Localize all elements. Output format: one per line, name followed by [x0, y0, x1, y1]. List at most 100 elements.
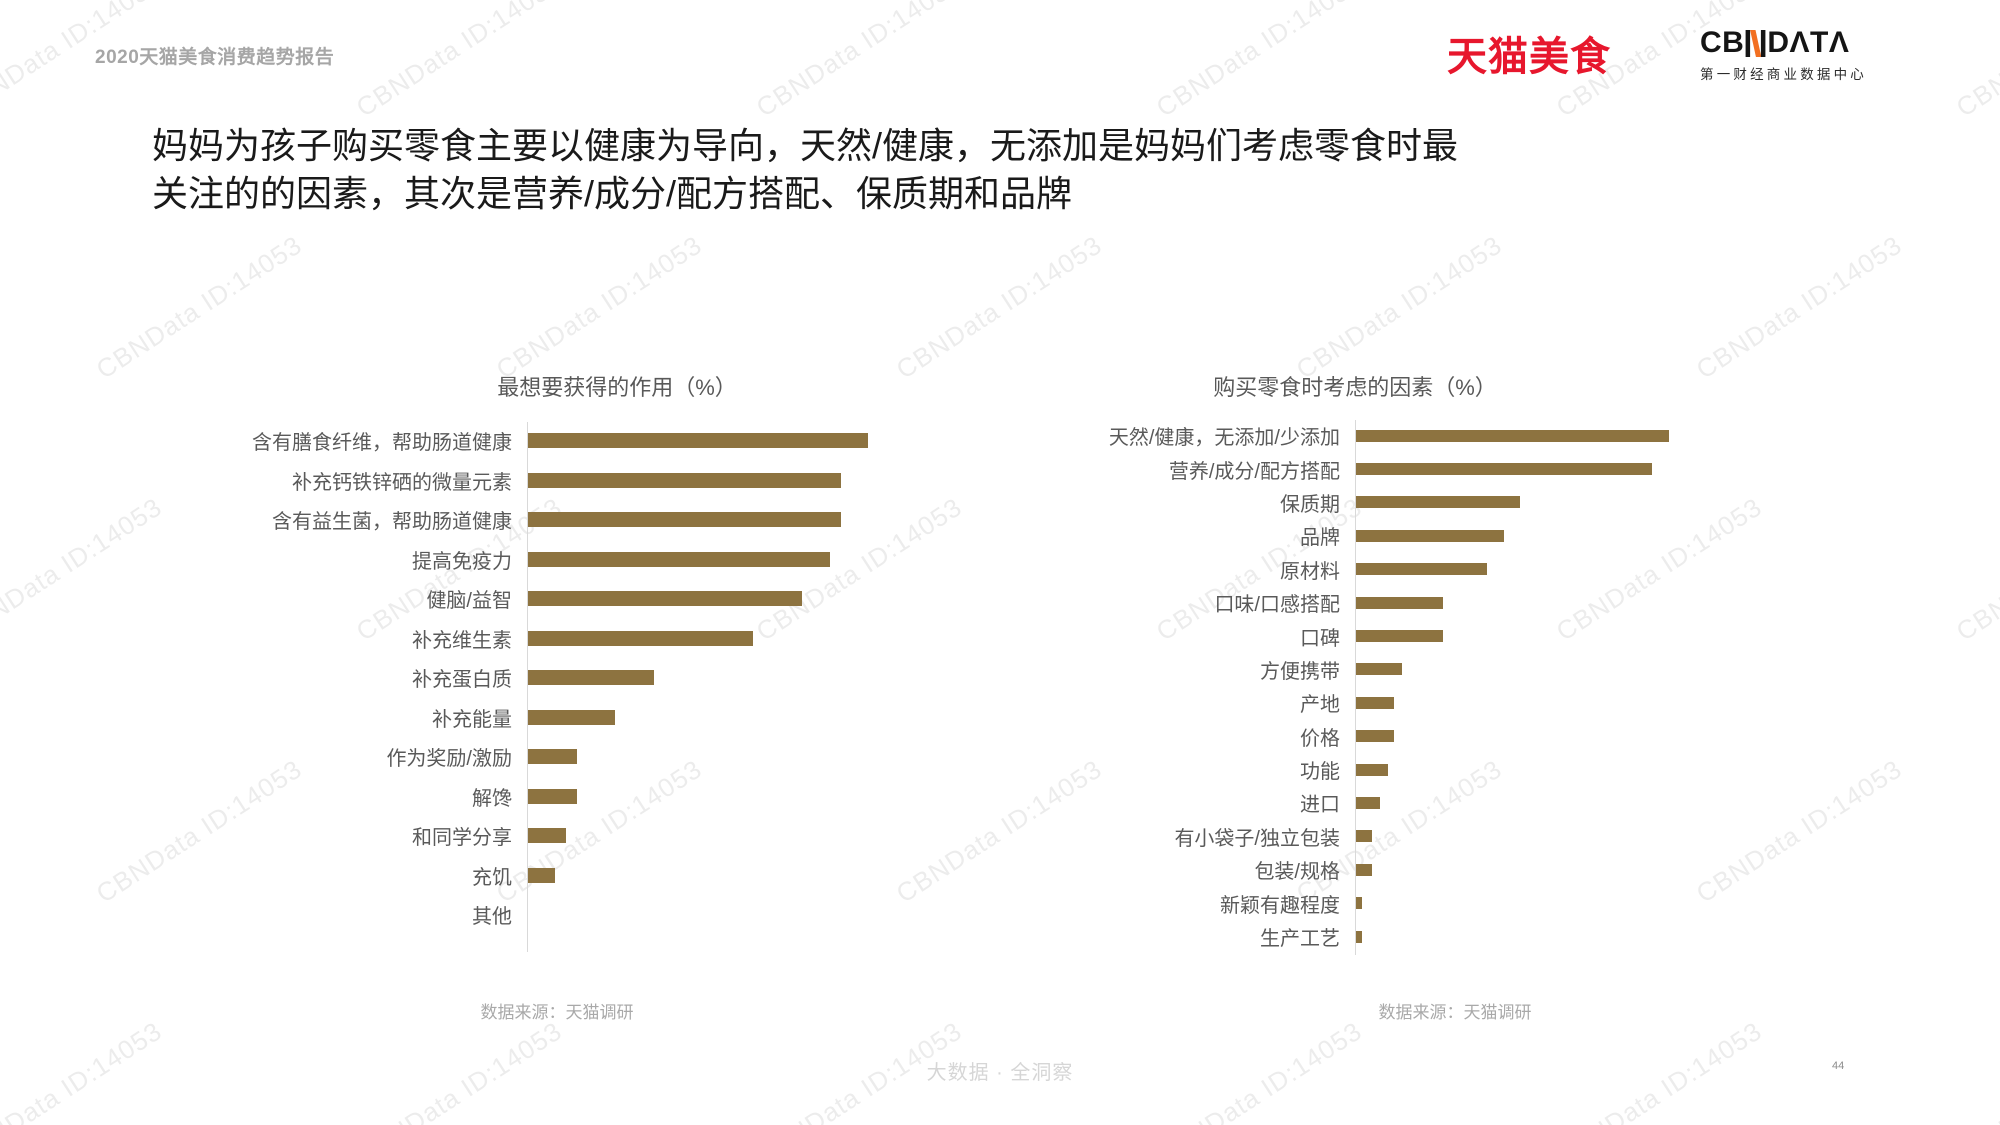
chart-row: 口味/口感搭配 — [1000, 586, 1690, 619]
bar — [1355, 663, 1402, 676]
bar — [527, 512, 841, 528]
bar — [527, 551, 830, 567]
category-label: 天然/健康，无添加/少添加 — [1108, 427, 1340, 450]
bar-cell — [1355, 763, 1690, 776]
chart-row: 有小袋子/独立包装 — [1000, 820, 1690, 853]
cbn-prefix: CB — [1700, 26, 1745, 59]
category-label: 产地 — [1300, 694, 1340, 717]
chart-row: 作为奖励/激励 — [155, 737, 985, 777]
bar-cell — [527, 749, 985, 765]
bar-cell — [527, 670, 985, 686]
category-label: 补充维生素 — [412, 629, 512, 652]
bar-cell — [1355, 696, 1690, 709]
bar-cell — [1355, 563, 1690, 576]
chart-row: 解馋 — [155, 777, 985, 817]
bar-cell — [1355, 596, 1690, 609]
slide-title-line1: 妈妈为孩子购买零食主要以健康为导向，天然/健康，无添加是妈妈们考虑零食时最 — [152, 125, 1459, 166]
bar — [1355, 730, 1394, 743]
page-number: 44 — [1832, 1060, 1845, 1072]
chart-row: 提高免疫力 — [155, 540, 985, 580]
bar — [527, 828, 566, 844]
bar-cell — [527, 512, 985, 528]
category-label: 方便携带 — [1260, 660, 1340, 683]
bar-cell — [1355, 863, 1690, 876]
chart-row: 产地 — [1000, 686, 1690, 719]
category-label: 充饥 — [472, 866, 512, 889]
bar — [527, 472, 841, 488]
category-label: 补充能量 — [432, 708, 512, 731]
chart-row: 保质期 — [1000, 486, 1690, 519]
footer-slogan: 大数据 · 全洞察 — [926, 1062, 1074, 1084]
bar-cell — [1355, 796, 1690, 809]
bar — [527, 867, 555, 883]
bar — [527, 749, 577, 765]
bar-cell — [527, 867, 985, 883]
category-label: 有小袋子/独立包装 — [1174, 827, 1340, 850]
category-label: 原材料 — [1280, 560, 1340, 583]
bar — [1355, 863, 1372, 876]
bar-cell — [1355, 429, 1690, 442]
left-bar-chart: 含有膳食纤维，帮助肠道健康补充钙铁锌硒的微量元素含有益生菌，帮助肠道健康 提高免疫… — [155, 421, 985, 952]
chart-row: 价格 — [1000, 720, 1690, 753]
category-label: 和同学分享 — [412, 827, 512, 850]
chart-row: 生产工艺 — [1000, 920, 1690, 953]
left-chart-title: 最想要获得的作用（%） — [497, 375, 737, 400]
bar — [1355, 496, 1520, 509]
bar-cell — [527, 433, 985, 449]
chart-row: 健脑/益智 — [155, 579, 985, 619]
bar-cell — [527, 788, 985, 804]
chart-row: 补充钙铁锌硒的微量元素 — [155, 461, 985, 501]
left-chart-source: 数据来源：天猫调研 — [480, 1003, 634, 1022]
bar — [1355, 897, 1363, 910]
right-chart-source: 数据来源：天猫调研 — [1378, 1003, 1532, 1022]
slide-title: 妈妈为孩子购买零食主要以健康为导向，天然/健康，无添加是妈妈们考虑零食时最 关注… — [152, 122, 1458, 218]
chart-row: 营养/成分/配方搭配 — [1000, 452, 1690, 485]
chart-row: 含有益生菌，帮助肠道健康 — [155, 500, 985, 540]
bar-cell — [527, 907, 985, 922]
bar — [1355, 830, 1372, 843]
bar — [527, 433, 868, 449]
category-label: 价格 — [1300, 727, 1340, 750]
bar-cell — [527, 630, 985, 646]
bar — [527, 670, 654, 686]
chart-row: 含有膳食纤维，帮助肠道健康 — [155, 421, 985, 461]
chart-row: 包装/规格 — [1000, 853, 1690, 886]
bar-cell — [1355, 930, 1690, 943]
category-label: 生产工艺 — [1260, 928, 1340, 951]
chart-row: 其他 — [155, 895, 985, 935]
bar-cell — [527, 709, 985, 725]
cbn-suffix: DΛTΛ — [1767, 26, 1850, 59]
cbndata-caption: 第一财经商业数据中心 — [1700, 67, 1867, 82]
bar-cell — [1355, 630, 1690, 643]
chart-row: 方便携带 — [1000, 653, 1690, 686]
chart-row: 补充能量 — [155, 698, 985, 738]
category-label: 解馋 — [472, 787, 512, 810]
bar — [1355, 696, 1394, 709]
bar-cell — [1355, 897, 1690, 910]
right-chart-title: 购买零食时考虑的因素（%） — [1213, 375, 1497, 400]
category-label: 进口 — [1300, 794, 1340, 817]
slide-title-line2: 关注的的因素，其次是营养/成分/配方搭配、保质期和品牌 — [152, 173, 1073, 214]
category-label: 补充蛋白质 — [412, 669, 512, 692]
chart-row: 充饥 — [155, 856, 985, 896]
bar-cell — [527, 591, 985, 607]
bar — [1355, 429, 1669, 442]
chart-row: 功能 — [1000, 753, 1690, 786]
left-chart-axis — [527, 422, 528, 952]
bar-cell — [1355, 529, 1690, 542]
chart-row: 进口 — [1000, 786, 1690, 819]
bar — [1355, 796, 1380, 809]
bar — [527, 630, 753, 646]
cbndata-logo: CB DΛTΛ 第一财经商业数据中心 — [1700, 28, 1880, 83]
category-label: 新颖有趣程度 — [1220, 894, 1340, 917]
chart-row: 天然/健康，无添加/少添加 — [1000, 419, 1690, 452]
category-label: 补充钙铁锌硒的微量元素 — [292, 471, 512, 494]
category-label: 口碑 — [1300, 627, 1340, 650]
bar-cell — [527, 551, 985, 567]
bar — [1355, 930, 1363, 943]
chart-row: 补充维生素 — [155, 619, 985, 659]
bar-cell — [1355, 730, 1690, 743]
category-label: 品牌 — [1300, 527, 1340, 550]
bar-cell — [1355, 830, 1690, 843]
